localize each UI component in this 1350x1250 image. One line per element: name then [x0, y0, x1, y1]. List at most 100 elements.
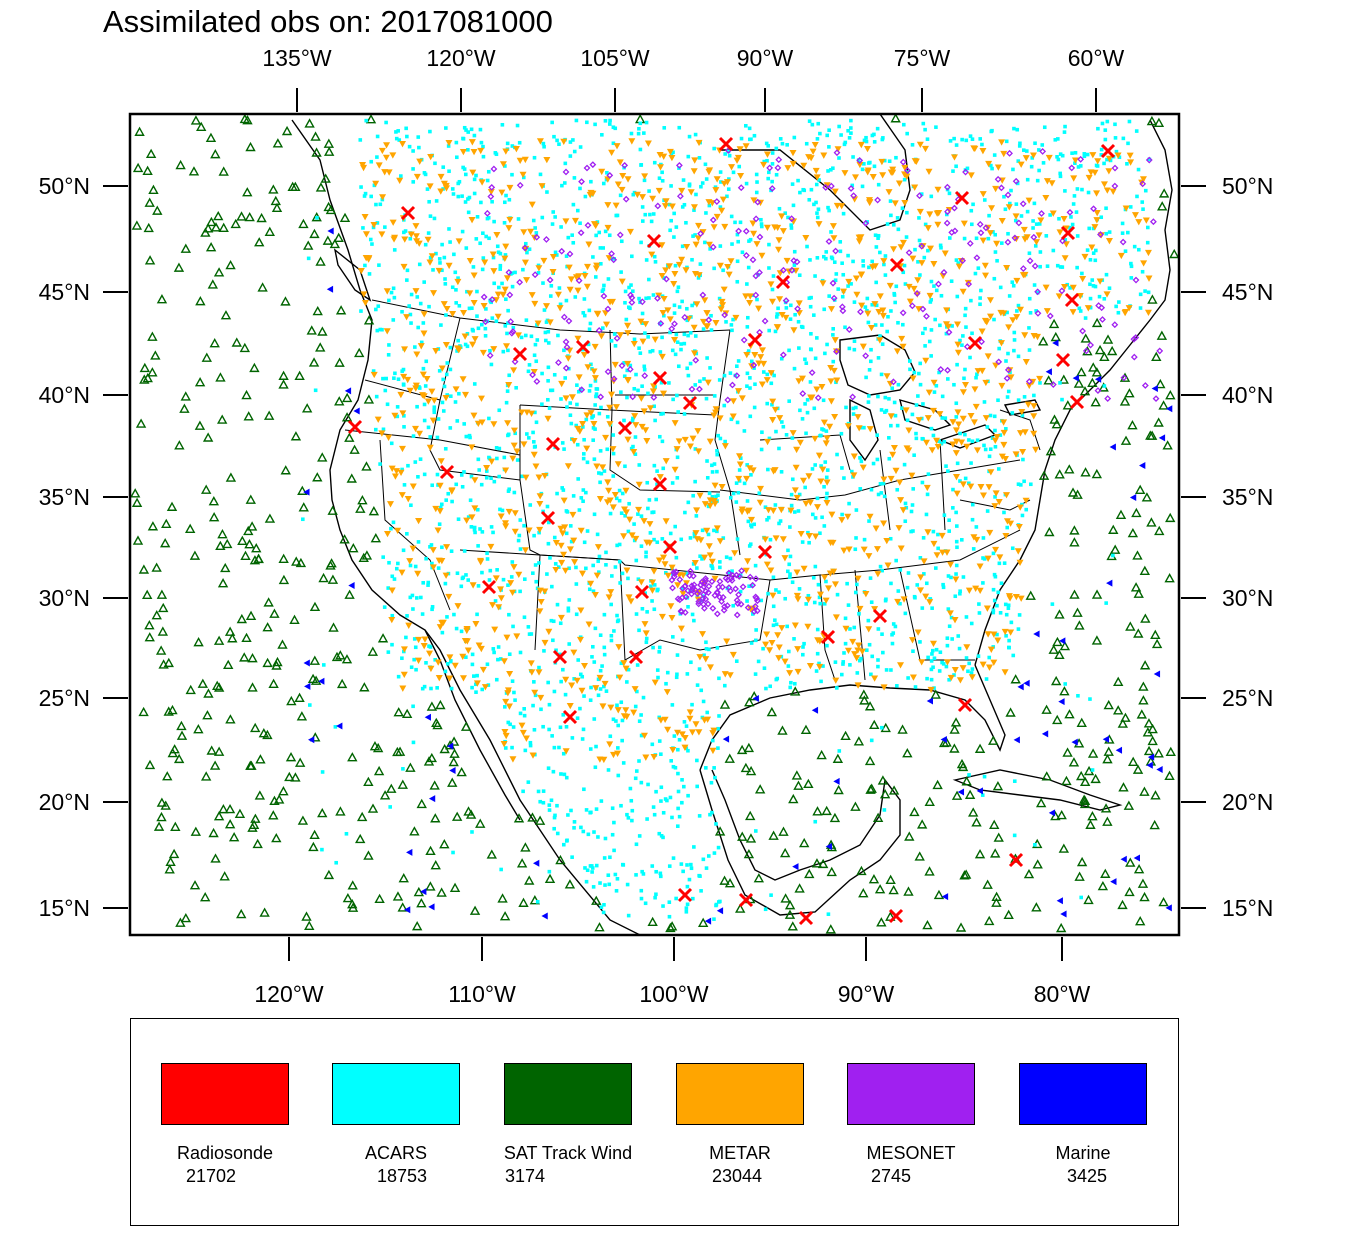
sat-track-wind-marker — [386, 783, 397, 793]
acars-marker — [1033, 244, 1038, 248]
acars-marker — [841, 662, 845, 666]
sat-track-wind-marker — [357, 495, 368, 505]
acars-marker — [931, 529, 936, 534]
acars-marker — [456, 194, 461, 199]
acars-marker — [992, 276, 997, 281]
metar-marker — [678, 187, 686, 195]
mesonet-marker — [735, 227, 743, 235]
metar-marker — [678, 731, 686, 738]
sat-track-wind-marker — [989, 819, 1000, 829]
acars-marker — [675, 824, 680, 828]
acars-marker — [504, 193, 508, 198]
acars-marker — [886, 314, 890, 319]
acars-marker — [563, 161, 568, 166]
sat-track-wind-marker — [250, 722, 261, 733]
acars-marker — [551, 619, 556, 624]
acars-marker — [1020, 513, 1025, 518]
metar-marker — [624, 376, 632, 384]
acars-marker — [960, 137, 964, 142]
mesonet-marker — [566, 250, 574, 258]
acars-marker — [689, 866, 694, 871]
metar-marker — [950, 154, 958, 161]
acars-marker — [1029, 164, 1034, 169]
acars-marker — [771, 623, 776, 628]
metar-marker — [632, 422, 640, 429]
acars-marker — [669, 184, 673, 188]
radiosonde-marker — [1055, 352, 1071, 368]
acars-marker — [661, 904, 665, 908]
acars-marker — [657, 739, 662, 743]
acars-marker — [457, 391, 461, 396]
acars-marker — [820, 515, 824, 520]
acars-marker — [1060, 397, 1064, 402]
metar-marker — [791, 487, 799, 494]
metar-marker — [860, 546, 868, 553]
acars-marker — [497, 474, 502, 479]
acars-marker — [717, 378, 722, 382]
acars-marker — [1015, 127, 1020, 132]
acars-marker — [602, 612, 607, 617]
acars-marker — [611, 141, 616, 146]
acars-marker — [510, 745, 514, 750]
acars-marker — [929, 659, 934, 663]
acars-marker — [929, 677, 934, 682]
sat-track-wind-marker — [779, 847, 791, 858]
sat-track-wind-marker — [208, 512, 220, 522]
acars-marker — [378, 202, 383, 207]
metar-marker — [738, 395, 746, 402]
acars-marker — [926, 472, 931, 476]
acars-marker — [1088, 282, 1092, 287]
acars-marker — [503, 164, 507, 168]
metar-marker — [420, 311, 428, 318]
acars-marker — [414, 667, 418, 672]
acars-marker — [624, 317, 629, 322]
sat-track-wind-marker — [189, 880, 201, 890]
acars-marker — [738, 220, 743, 225]
metar-marker — [608, 298, 616, 306]
acars-marker — [1129, 264, 1134, 269]
acars-marker — [1094, 248, 1098, 253]
mesonet-marker — [627, 291, 634, 299]
sat-track-wind-marker — [1117, 899, 1128, 910]
acars-marker — [690, 257, 694, 262]
metar-marker — [1045, 154, 1053, 162]
acars-marker — [766, 467, 770, 472]
acars-marker — [712, 851, 717, 855]
metar-marker — [536, 608, 544, 615]
acars-marker — [389, 526, 393, 531]
acars-marker — [1125, 162, 1129, 166]
right-lat-label: 50°N — [1222, 173, 1273, 199]
sat-track-wind-marker — [242, 115, 253, 125]
marine-marker — [1071, 738, 1078, 746]
mesonet-marker — [737, 600, 745, 608]
acars-marker — [437, 522, 442, 526]
acars-marker — [454, 288, 458, 292]
sat-track-wind-marker — [1032, 859, 1043, 869]
acars-marker — [991, 610, 996, 615]
acars-marker — [826, 912, 831, 916]
acars-marker — [1032, 393, 1036, 398]
acars-marker — [633, 435, 638, 439]
acars-marker — [688, 536, 693, 540]
metar-marker — [549, 254, 557, 261]
acars-marker — [1099, 147, 1104, 152]
metar-marker — [468, 139, 476, 146]
acars-marker — [387, 298, 391, 303]
acars-marker — [967, 438, 971, 442]
acars-marker — [481, 154, 486, 159]
acars-marker — [912, 370, 917, 375]
marine-marker — [1013, 736, 1020, 744]
sat-track-wind-marker — [252, 838, 263, 849]
acars-marker — [762, 159, 767, 164]
acars-marker — [786, 215, 790, 220]
acars-marker — [754, 172, 759, 177]
metar-marker — [876, 293, 884, 300]
mesonet-marker — [713, 588, 721, 596]
sat-track-wind-marker — [309, 228, 320, 239]
acars-marker — [1127, 119, 1132, 124]
acars-marker — [1141, 207, 1145, 211]
metar-marker — [624, 176, 632, 183]
acars-marker — [546, 766, 551, 770]
metar-marker — [590, 421, 598, 428]
mesonet-marker — [662, 275, 670, 283]
